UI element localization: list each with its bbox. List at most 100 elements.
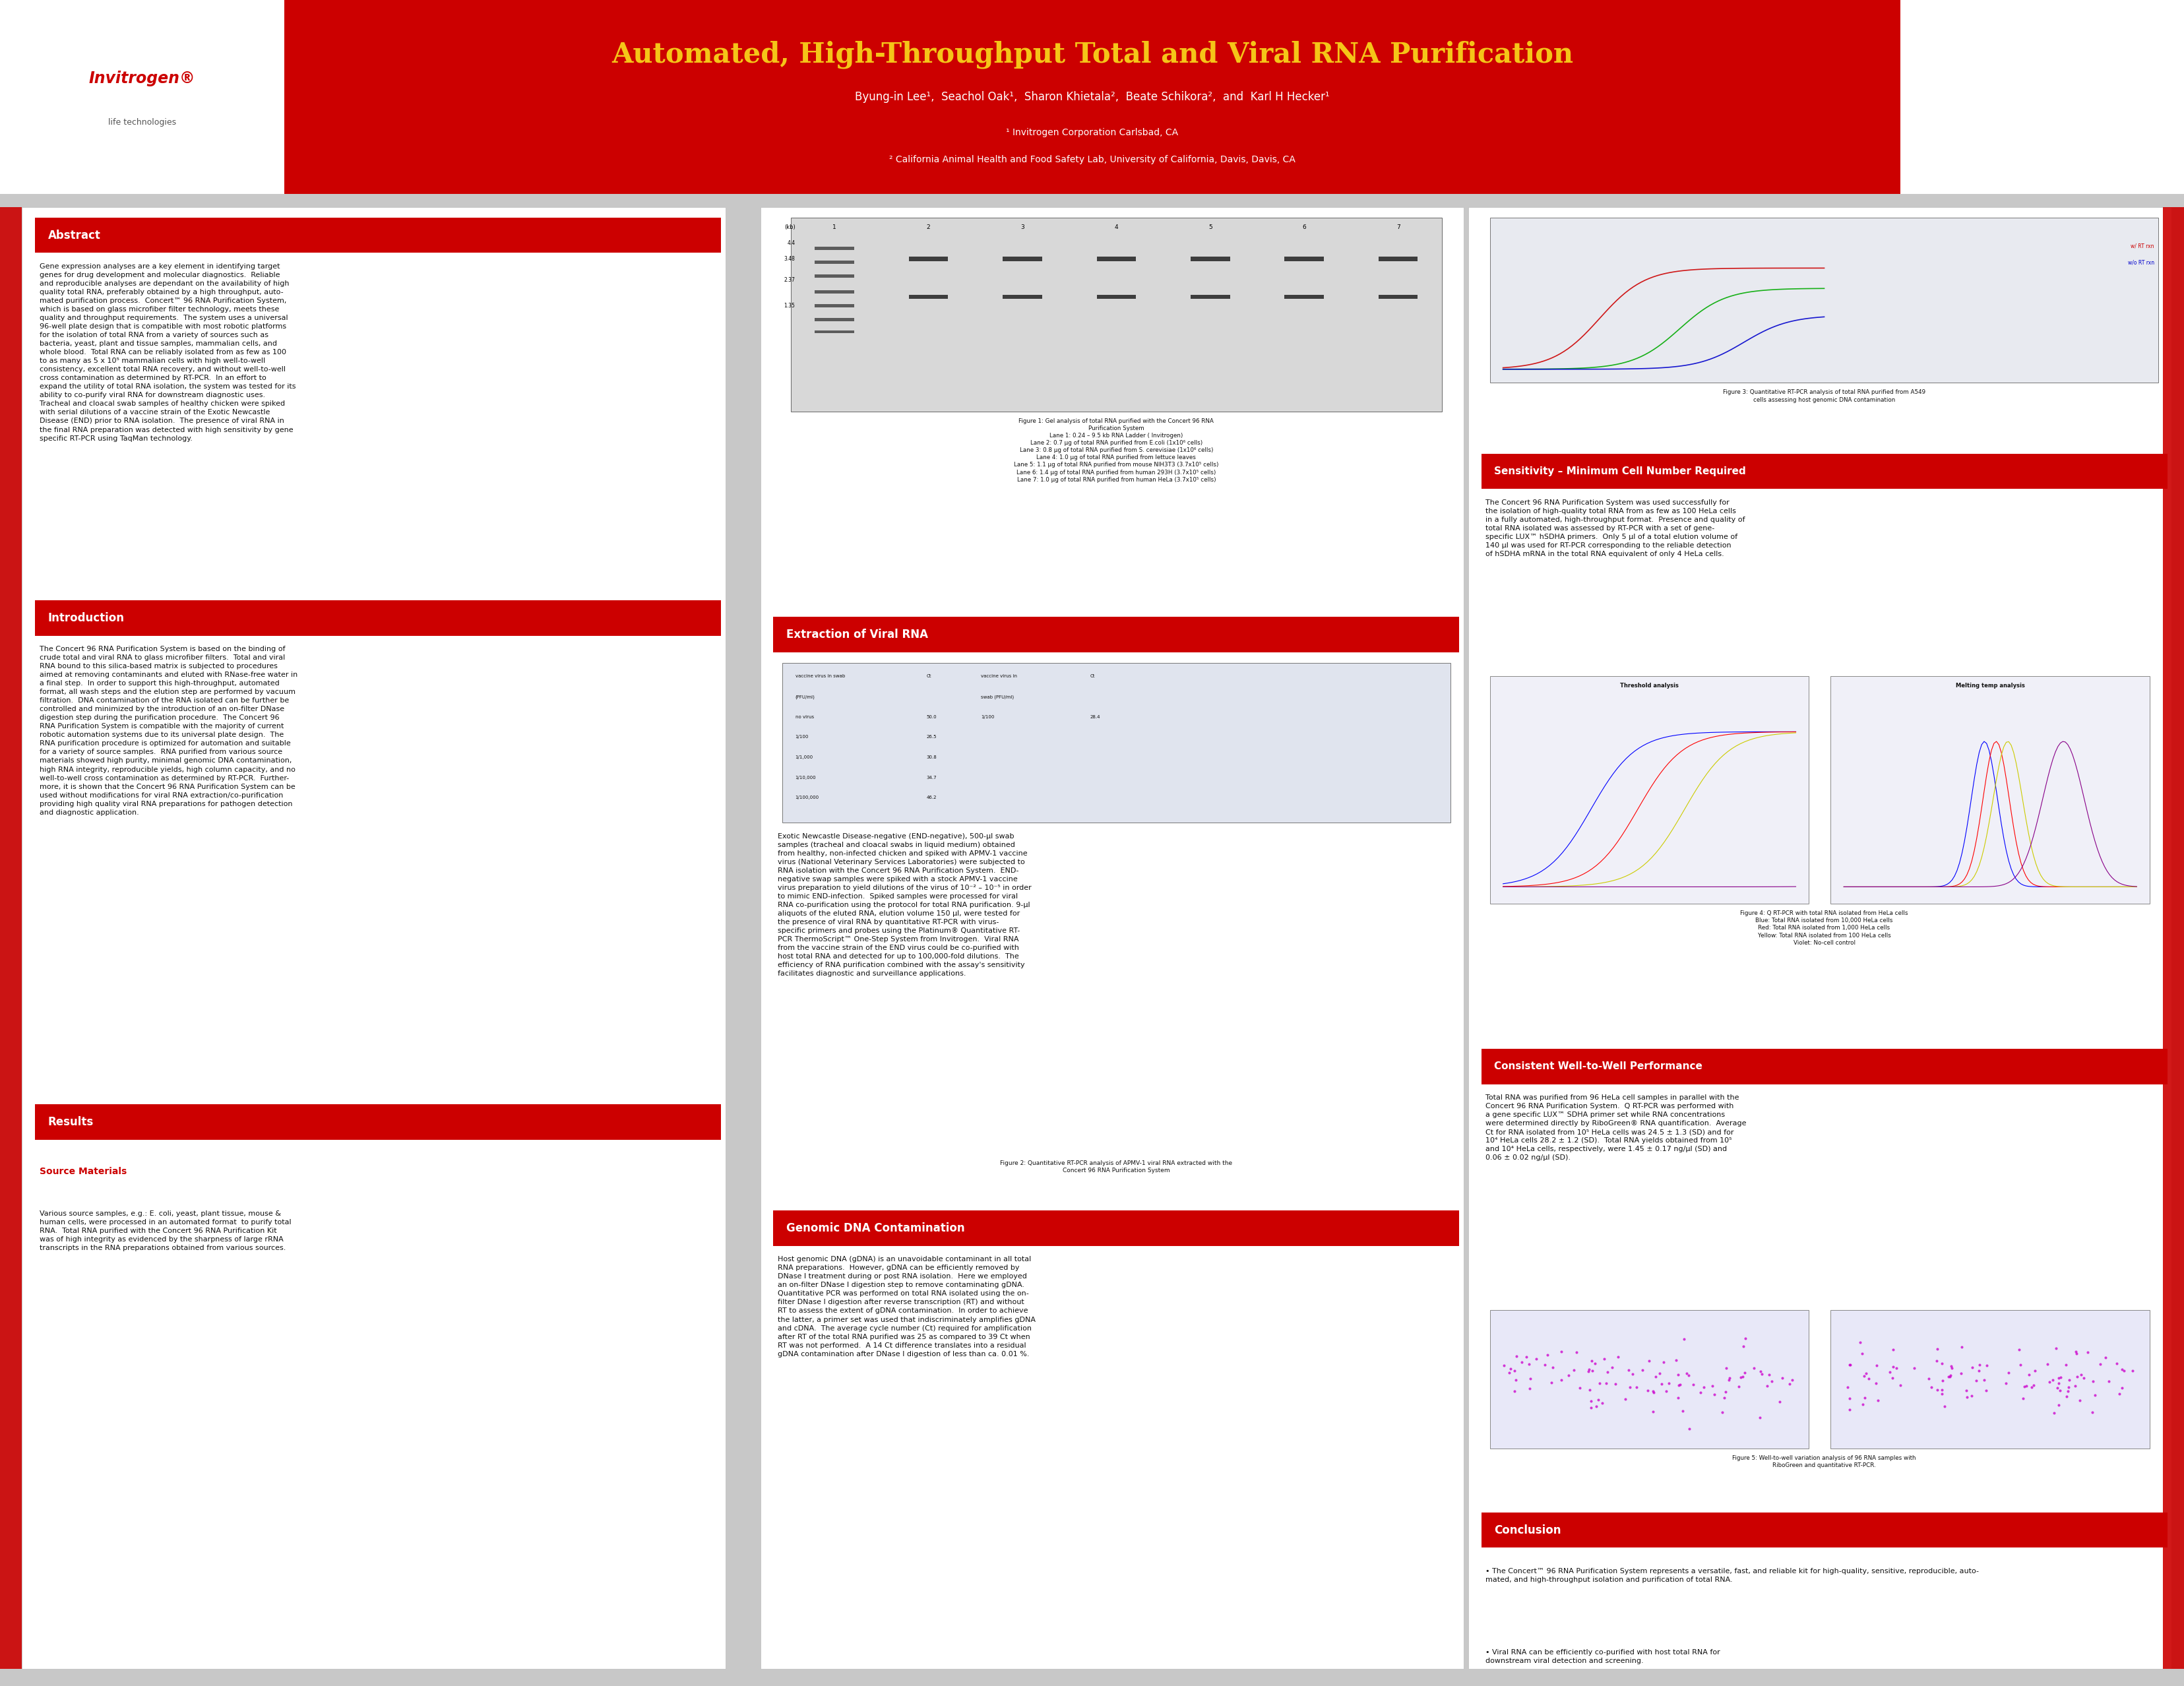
Point <box>1551 1362 1586 1389</box>
Point <box>1771 1371 1806 1398</box>
Bar <box>1378 256 1417 261</box>
Point <box>2057 1340 2092 1367</box>
Text: • The Concert™ 96 RNA Purification System represents a versatile, fast, and reli: • The Concert™ 96 RNA Purification Syste… <box>1485 1568 1979 1583</box>
Bar <box>1096 295 1136 298</box>
Point <box>1664 1398 1699 1425</box>
Point <box>1572 1376 1607 1403</box>
Text: (PFU/ml): (PFU/ml) <box>795 695 815 700</box>
Text: Exotic Newcastle Disease-negative (END-negative), 500-μl swab
samples (tracheal : Exotic Newcastle Disease-negative (END-n… <box>778 833 1031 978</box>
Point <box>1514 1366 1548 1393</box>
Point <box>1575 1357 1610 1384</box>
Point <box>1841 1329 1876 1356</box>
Point <box>2035 1399 2070 1426</box>
Point <box>1754 1367 1789 1394</box>
Text: Conclusion: Conclusion <box>1494 1524 1562 1536</box>
Point <box>1492 1359 1527 1386</box>
Point <box>2090 1367 2125 1394</box>
Point <box>1911 1366 1946 1393</box>
Point <box>1968 1377 2003 1404</box>
Point <box>1636 1379 1671 1406</box>
Point <box>2051 1374 2086 1401</box>
Point <box>1966 1366 2001 1393</box>
Point <box>1586 1345 1621 1372</box>
Text: The Concert 96 RNA Purification System is based on the binding of
crude total an: The Concert 96 RNA Purification System i… <box>39 646 297 816</box>
Point <box>1704 1399 1738 1426</box>
Point <box>1872 1359 1907 1386</box>
Point <box>1518 1345 1553 1372</box>
Text: Source Materials: Source Materials <box>39 1167 127 1175</box>
Text: • Viral RNA can be efficiently co-purified with host total RNA for
downstream vi: • Viral RNA can be efficiently co-purifi… <box>1485 1649 1719 1664</box>
Bar <box>2162 207 2184 1669</box>
Point <box>1498 1342 1533 1369</box>
Text: 1.35: 1.35 <box>784 303 795 309</box>
Point <box>1614 1361 1649 1388</box>
Point <box>1649 1377 1684 1404</box>
Point <box>1878 1354 1913 1381</box>
Text: 4.4: 4.4 <box>786 241 795 246</box>
Point <box>1832 1396 1867 1423</box>
Text: 3: 3 <box>1020 224 1024 231</box>
Point <box>1743 1357 1778 1384</box>
Bar <box>1378 295 1417 298</box>
Bar <box>760 207 1463 1669</box>
Point <box>1743 1404 1778 1431</box>
Point <box>1845 1384 1880 1411</box>
Bar <box>815 290 854 293</box>
Point <box>1710 1366 1745 1393</box>
Point <box>2011 1361 2046 1388</box>
Point <box>1725 1362 1760 1389</box>
Point <box>2007 1372 2042 1399</box>
Text: The Concert 96 RNA Purification System was used successfully for
the isolation o: The Concert 96 RNA Purification System w… <box>1485 499 1745 558</box>
Point <box>1579 1393 1614 1420</box>
Point <box>2042 1364 2077 1391</box>
Bar <box>35 1104 721 1140</box>
Point <box>1645 1371 1679 1398</box>
Point <box>1918 1347 1952 1374</box>
Point <box>1669 1361 1704 1388</box>
Point <box>1712 1364 1747 1391</box>
Point <box>1920 1376 1955 1403</box>
Point <box>1618 1374 1653 1401</box>
Text: Total RNA was purified from 96 HeLa cell samples in parallel with the
Concert 96: Total RNA was purified from 96 HeLa cell… <box>1485 1094 1745 1162</box>
Bar <box>815 319 854 320</box>
Point <box>1913 1374 1948 1401</box>
Point <box>1496 1377 1531 1404</box>
Point <box>2070 1339 2105 1366</box>
Point <box>2081 1350 2116 1377</box>
Point <box>1926 1393 1961 1420</box>
Point <box>1697 1381 1732 1408</box>
Bar <box>815 303 854 307</box>
Point <box>1883 1372 1918 1399</box>
Text: Figure 2: Quantitative RT-PCR analysis of APMV-1 viral RNA extracted with the
Co: Figure 2: Quantitative RT-PCR analysis o… <box>1000 1160 1232 1173</box>
Point <box>1492 1356 1527 1383</box>
Text: Figure 4: Q RT-PCR with total RNA isolated from HeLa cells
Blue: Total RNA isola: Figure 4: Q RT-PCR with total RNA isolat… <box>1741 910 1907 946</box>
Text: w/o RT rxn: w/o RT rxn <box>2127 260 2153 266</box>
Point <box>1874 1364 1909 1391</box>
Text: 7: 7 <box>1396 224 1400 231</box>
Point <box>2040 1391 2075 1418</box>
Point <box>1588 1369 1623 1396</box>
Point <box>1570 1356 1605 1383</box>
Point <box>1666 1325 1701 1352</box>
Point <box>1896 1354 1931 1381</box>
Point <box>2105 1357 2140 1384</box>
Bar <box>1489 1310 1808 1448</box>
Point <box>1572 1388 1607 1415</box>
Point <box>1511 1350 1546 1377</box>
Point <box>1572 1394 1607 1421</box>
Point <box>1658 1347 1693 1374</box>
Point <box>1535 1354 1570 1381</box>
Point <box>2099 1350 2134 1377</box>
Point <box>1850 1366 1885 1393</box>
Point <box>1743 1361 1778 1388</box>
Point <box>1708 1377 1743 1404</box>
Text: Figure 3: Quantitative RT-PCR analysis of total RNA purified from A549
cells ass: Figure 3: Quantitative RT-PCR analysis o… <box>1723 389 1924 403</box>
Text: 26.5: 26.5 <box>926 735 937 738</box>
Point <box>1944 1361 1979 1388</box>
Bar <box>1830 1310 2149 1448</box>
Point <box>1544 1367 1579 1394</box>
Point <box>1511 1376 1546 1403</box>
Point <box>2038 1335 2073 1362</box>
Point <box>1597 1371 1631 1398</box>
Bar <box>1284 256 1324 261</box>
